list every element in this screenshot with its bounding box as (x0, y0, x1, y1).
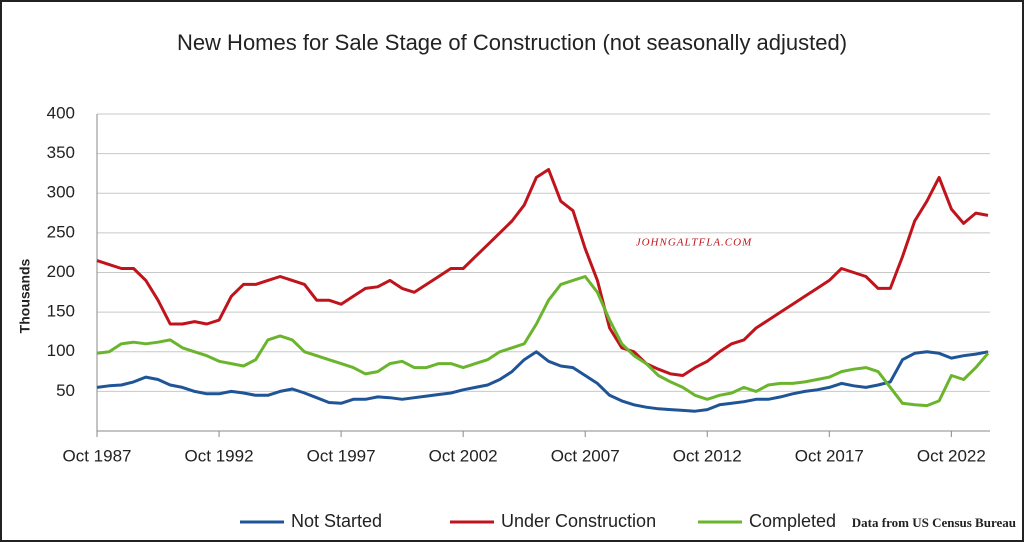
y-tick-label: 400 (47, 103, 75, 122)
x-tick-label: Oct 1992 (185, 446, 254, 465)
x-tick-label: Oct 2002 (429, 446, 498, 465)
y-tick-label: 50 (56, 381, 75, 400)
legend-label: Not Started (291, 511, 382, 531)
y-tick-label: 200 (47, 262, 75, 281)
source-note: Data from US Census Bureau (852, 515, 1016, 530)
series-line (96, 168, 989, 377)
legend-label: Completed (749, 511, 836, 531)
x-tick-label: Oct 2012 (673, 446, 742, 465)
y-tick-label: 250 (47, 222, 75, 241)
x-tick-label: Oct 2022 (917, 446, 986, 465)
y-tick-label: 300 (47, 183, 75, 202)
legend-label: Under Construction (501, 511, 656, 531)
series-line (96, 275, 990, 408)
y-axis-label: Thousands (17, 258, 33, 333)
series-line (96, 350, 989, 413)
y-tick-label: 100 (47, 341, 75, 360)
x-tick-label: Oct 1997 (307, 446, 376, 465)
x-tick-label: Oct 1987 (63, 446, 132, 465)
chart-title: New Homes for Sale Stage of Construction… (177, 30, 847, 55)
y-tick-label: 350 (47, 143, 75, 162)
y-tick-label: 150 (47, 302, 75, 321)
x-tick-label: Oct 2007 (551, 446, 620, 465)
x-tick-label: Oct 2017 (795, 446, 864, 465)
watermark: JOHNGALTFLA.COM (636, 237, 753, 249)
